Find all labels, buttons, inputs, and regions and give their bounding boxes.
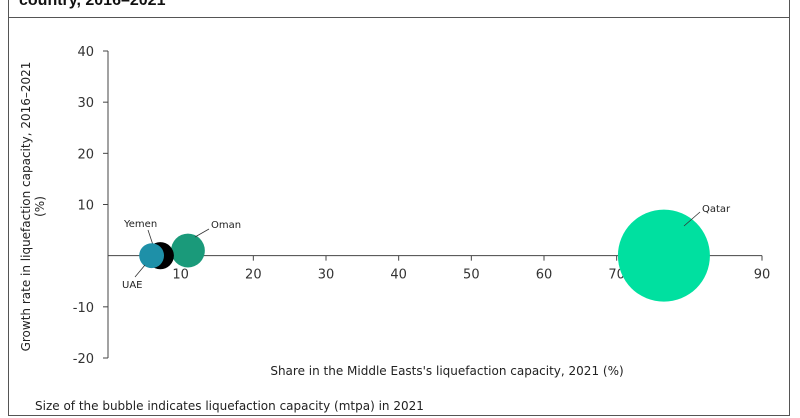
y-axis-label-line: (%) [33, 196, 47, 217]
bubble-leader-line [134, 264, 146, 278]
chart-frame: country, 2016–2021 [8, 0, 790, 416]
y-tick-label: -20 [73, 352, 94, 367]
bubble-leader-line [683, 211, 701, 227]
x-tick-label: 10 [172, 268, 189, 283]
bubble-size-note: Size of the bubble indicates liquefactio… [35, 399, 424, 413]
bubble-uae [139, 243, 165, 269]
chart-title-bar: country, 2016–2021 [9, 0, 789, 18]
x-tick-label: 40 [390, 268, 407, 283]
x-tick-label: 90 [754, 268, 771, 283]
x-tick-label: 30 [318, 268, 335, 283]
chart-title: country, 2016–2021 [19, 0, 166, 9]
y-axis-label-line: Growth rate in liquefaction capacity, 20… [19, 62, 33, 352]
y-tick-label: 40 [77, 45, 94, 60]
bubble-leader-line [147, 229, 154, 246]
bubble-oman [171, 233, 205, 268]
x-tick-label: 20 [245, 268, 262, 283]
x-tick-label: 60 [536, 268, 553, 283]
y-tick-label: 30 [77, 96, 94, 111]
y-tick-label: 20 [77, 147, 94, 162]
bubble-label-qatar: Qatar [702, 204, 731, 215]
bubble-label-yemen: Yemen [123, 219, 157, 230]
bubble-leader-line [194, 228, 210, 238]
x-tick-label: 50 [463, 268, 480, 283]
bubble-qatar [617, 209, 710, 302]
y-tick-label: 10 [77, 199, 94, 214]
y-tick-label: -10 [73, 301, 94, 316]
bubble-label-oman: Oman [211, 220, 241, 231]
x-axis-label: Share in the Middle Easts's liquefaction… [270, 364, 623, 378]
bubble-label-uae: UAE [122, 280, 142, 291]
